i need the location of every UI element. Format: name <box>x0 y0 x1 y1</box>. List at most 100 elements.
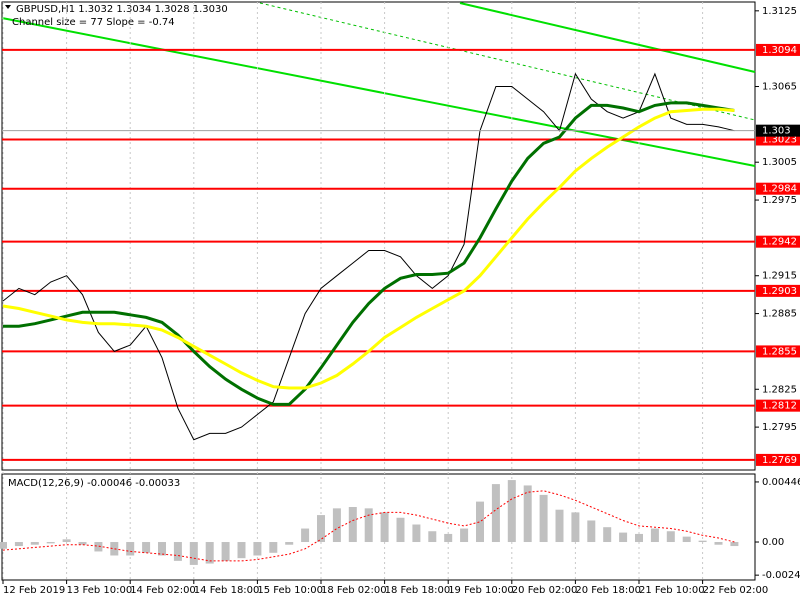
x-tick-label: 14 Feb 02:00 <box>130 585 196 596</box>
macd-bar <box>619 532 628 543</box>
chart-title: GBPUSD,H1 1.3032 1.3034 1.3028 1.3030 <box>16 4 228 15</box>
chart-subtitle: Channel size = 77 Slope = -0.74 <box>12 17 175 28</box>
y-tick-label: 0.00 <box>762 537 784 548</box>
level-label: 1.2942 <box>762 237 797 248</box>
level-tag <box>756 284 800 297</box>
y-tick-label: -0.00246 <box>762 570 800 581</box>
y-tick-label: 1.2795 <box>762 422 797 433</box>
macd-bar <box>730 542 739 547</box>
current-price-label: 1.303 <box>762 126 791 137</box>
macd-bar <box>301 528 310 543</box>
y-tick-label: 1.2825 <box>762 384 797 395</box>
channel-lower <box>1 17 756 167</box>
macd-bar <box>364 508 373 543</box>
level-label: 1.2855 <box>762 346 797 357</box>
macd-bar <box>94 542 103 552</box>
macd-bar <box>0 542 7 549</box>
level-label: 1.2984 <box>762 184 797 195</box>
macd-bar <box>396 517 405 543</box>
macd-bar <box>237 542 246 559</box>
macd-bar <box>635 533 643 543</box>
channel-upper <box>459 2 756 73</box>
macd-bar <box>62 539 71 543</box>
level-tag <box>756 399 800 412</box>
level-tag <box>756 43 800 56</box>
x-tick-label: 20 Feb 02:00 <box>512 585 578 596</box>
macd-title: MACD(12,26,9) -0.00046 -0.00033 <box>8 478 180 489</box>
macd-bar <box>460 528 469 543</box>
channel-midline <box>259 2 756 121</box>
menu-arrow <box>5 5 11 9</box>
macd-bar <box>46 542 55 544</box>
level-tag <box>756 182 800 195</box>
level-label: 1.2812 <box>762 401 797 412</box>
macd-bar <box>78 542 87 545</box>
signal-line <box>2 490 735 562</box>
y-tick-label: 1.3065 <box>762 82 797 93</box>
main-frame <box>1 1 756 471</box>
macd-bar <box>491 484 500 543</box>
macd-bar <box>14 542 23 547</box>
x-tick-label: 21 Feb 10:00 <box>639 585 705 596</box>
x-tick-label: 19 Feb 10:00 <box>448 585 514 596</box>
macd-bar <box>348 506 357 543</box>
level-tag <box>756 453 800 466</box>
x-tick-label: 22 Feb 02:00 <box>703 585 769 596</box>
level-label: 1.2903 <box>762 286 797 297</box>
y-tick-label: 1.2885 <box>762 309 797 320</box>
x-tick-label: 18 Feb 18:00 <box>385 585 451 596</box>
macd-bar <box>269 542 278 553</box>
macd-bar <box>189 542 198 565</box>
macd-bar <box>142 542 151 553</box>
macd-bar <box>603 527 612 543</box>
level-label: 1.3023 <box>762 134 797 145</box>
macd-bar <box>587 520 596 543</box>
macd-bar <box>539 494 548 543</box>
macd-bar <box>317 515 325 543</box>
y-tick-label: 1.2915 <box>762 271 797 282</box>
macd-bar <box>555 509 564 543</box>
level-label: 1.2769 <box>762 455 797 466</box>
macd-bar <box>650 528 659 543</box>
macd-bar <box>221 542 230 561</box>
y-tick-label: 0.00446 <box>762 477 800 488</box>
macd-bar <box>476 501 484 543</box>
price-line <box>2 72 735 441</box>
level-label: 1.3094 <box>762 45 797 56</box>
macd-bar <box>666 531 675 543</box>
x-tick-label: 15 Feb 10:00 <box>257 585 323 596</box>
macd-bar <box>30 542 39 545</box>
level-tag <box>756 345 800 358</box>
y-tick-label: 1.3005 <box>762 157 797 168</box>
price-line <box>3 101 735 406</box>
macd-bar <box>698 540 707 543</box>
y-tick-label: 1.3125 <box>762 6 797 17</box>
price-line <box>2 107 735 390</box>
macd-bar <box>380 512 389 543</box>
level-tag <box>756 235 800 248</box>
macd-bar <box>714 542 723 545</box>
macd-bar <box>285 542 294 545</box>
macd-bar <box>444 533 453 543</box>
current-price-tag <box>756 124 800 137</box>
x-tick-label: 12 Feb 2019 <box>3 585 65 596</box>
x-tick-label: 14 Feb 18:00 <box>194 585 260 596</box>
macd-bar <box>507 480 516 543</box>
macd-bar <box>253 542 262 556</box>
macd-bar <box>682 536 691 543</box>
macd-bar <box>158 542 166 556</box>
x-tick-label: 18 Feb 02:00 <box>321 585 387 596</box>
y-tick-label: 1.2975 <box>762 195 797 206</box>
x-tick-label: 13 Feb 10:00 <box>67 585 133 596</box>
macd-bar <box>205 542 214 564</box>
macd-bar <box>412 524 421 543</box>
macd-bar <box>332 508 341 543</box>
macd-bar <box>428 531 437 543</box>
macd-frame <box>1 473 756 581</box>
macd-bar <box>173 542 182 561</box>
macd-bar <box>523 485 532 543</box>
macd-bar <box>110 542 119 556</box>
x-tick-label: 20 Feb 18:00 <box>575 585 641 596</box>
